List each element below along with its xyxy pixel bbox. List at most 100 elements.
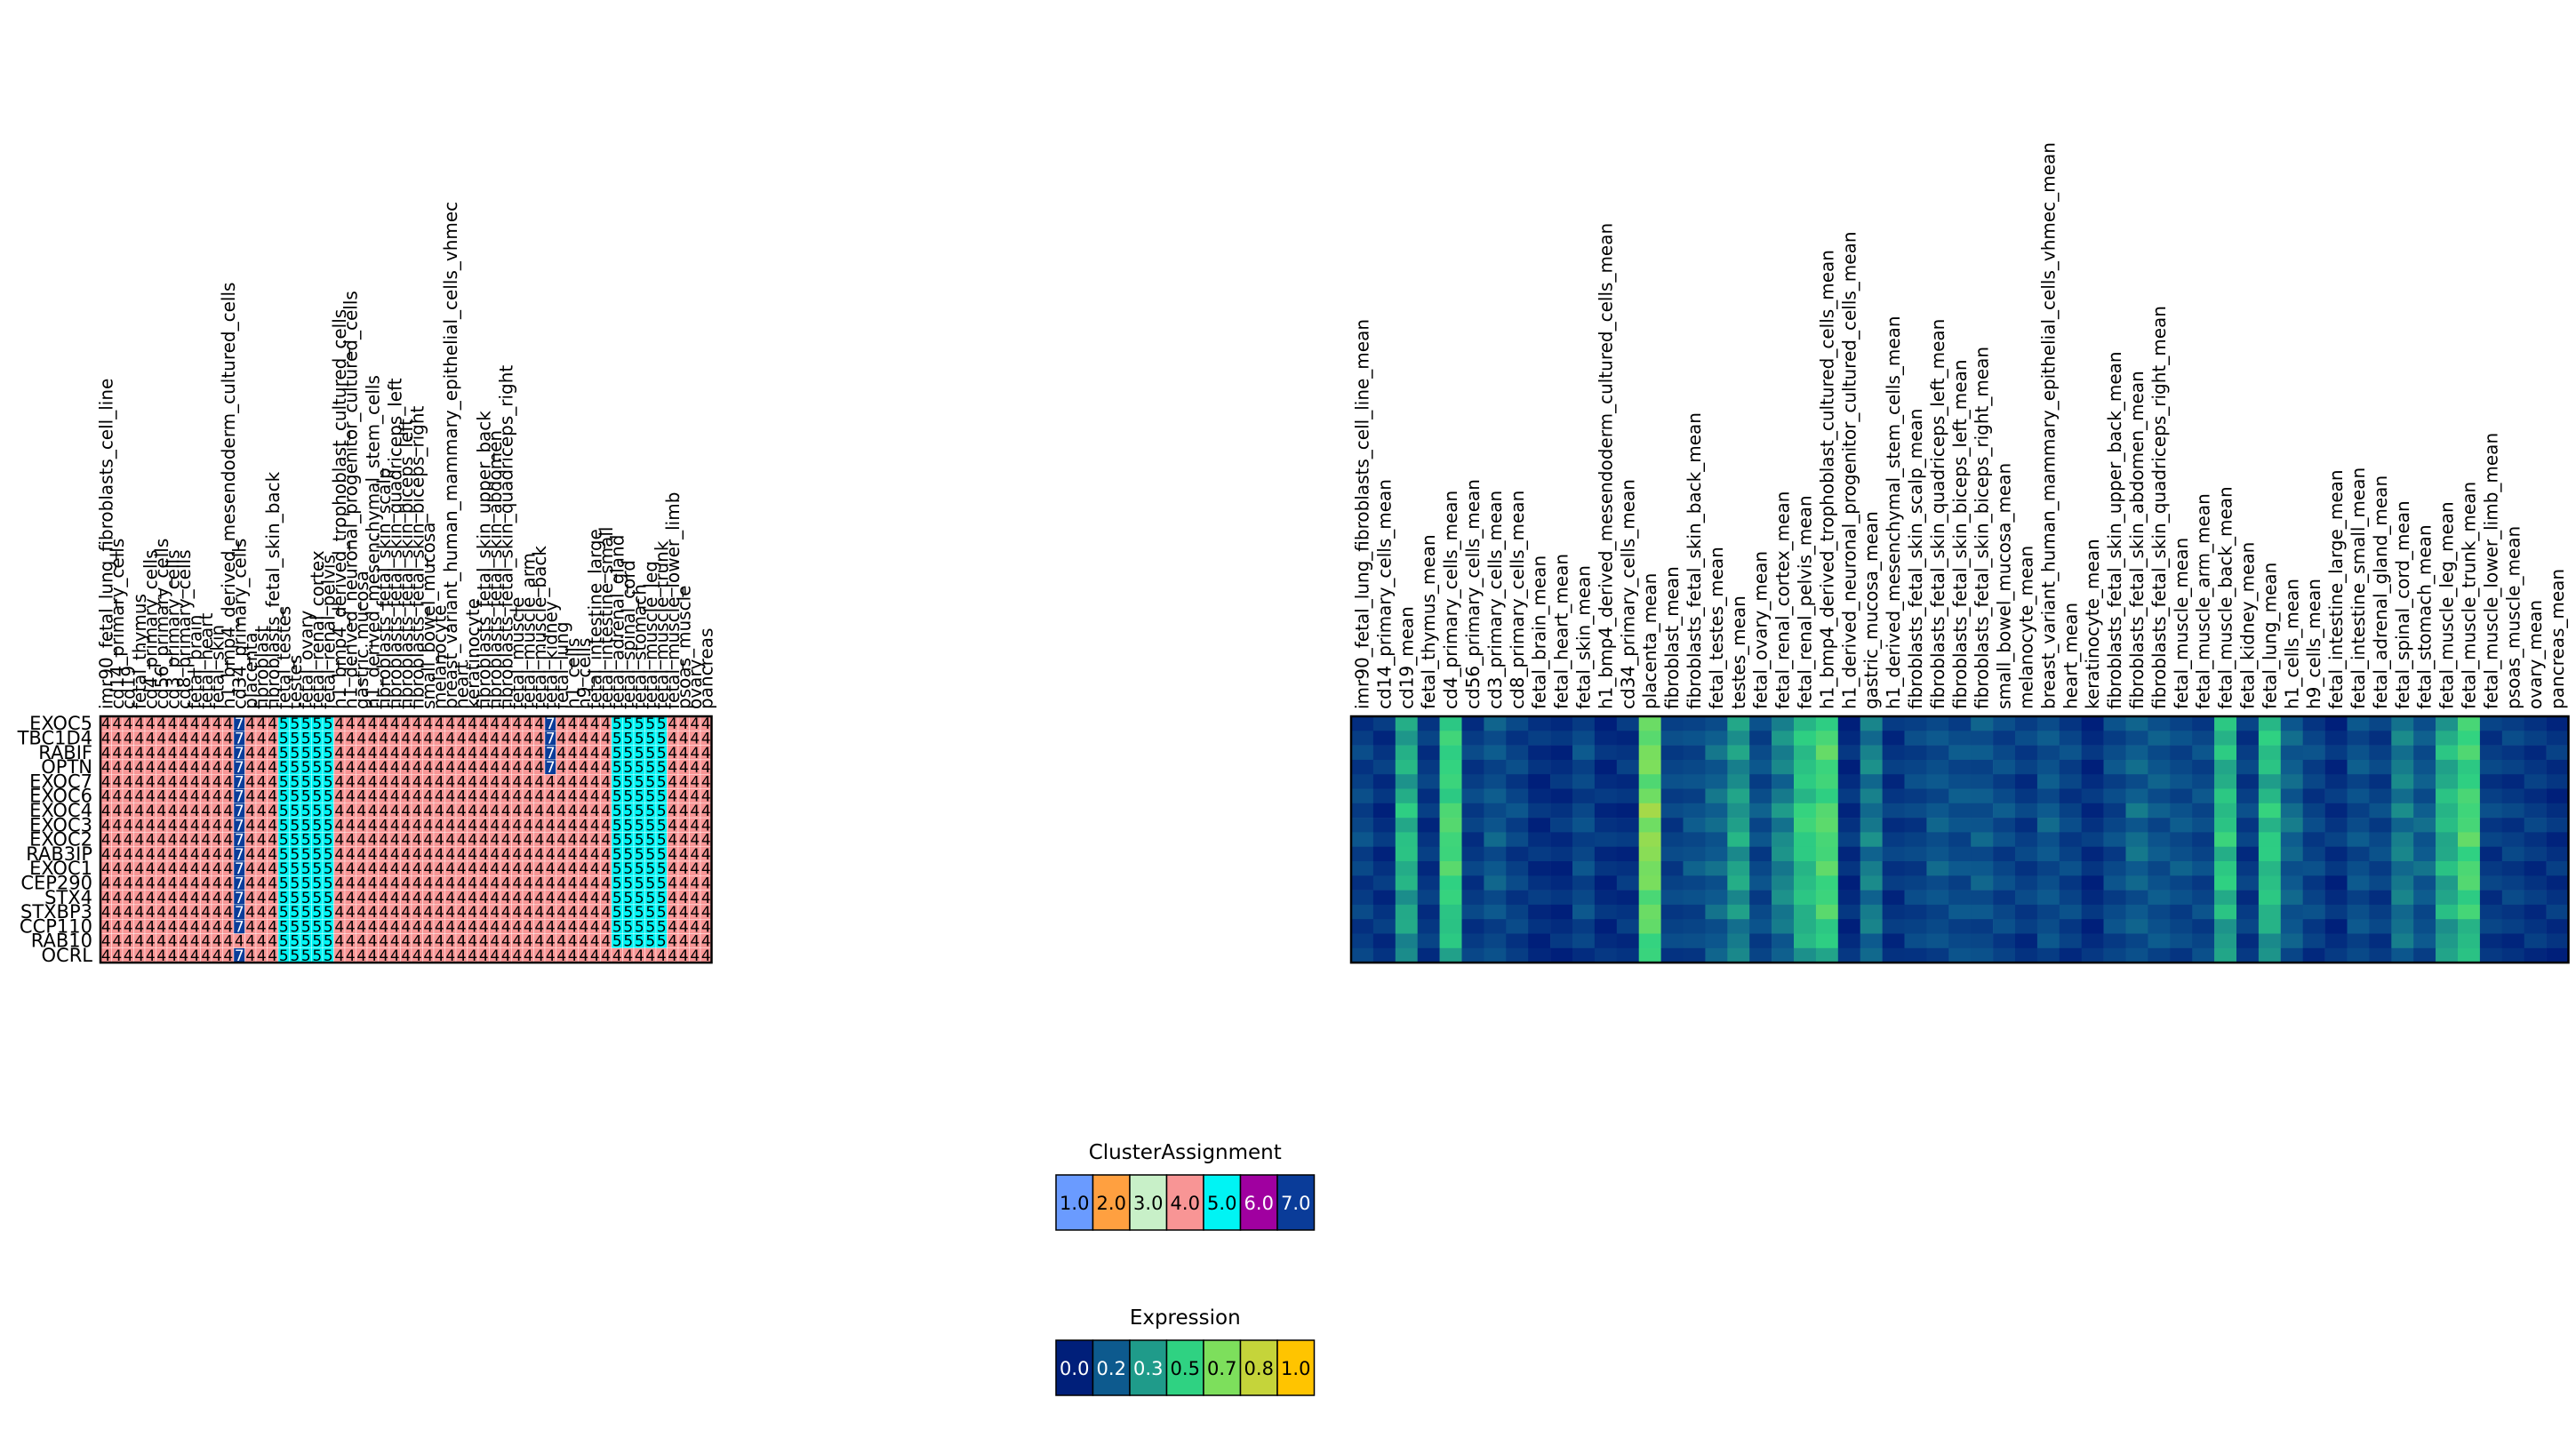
expression-cell <box>2258 774 2282 789</box>
expression-cell <box>2347 846 2370 862</box>
expression-cell <box>1882 774 1905 789</box>
expression-cell <box>1484 919 1507 934</box>
expression-cell <box>1794 731 1817 746</box>
expression-cell <box>2280 803 2303 819</box>
expression-cell <box>1904 803 1927 819</box>
expression-cell <box>1484 774 1507 789</box>
expression-cell <box>1948 890 1972 906</box>
expression-cell <box>2192 846 2215 862</box>
legend-value: 1.0 <box>1060 1193 1089 1214</box>
expression-cell <box>1616 933 1639 949</box>
expression-cell <box>1372 904 1396 920</box>
expression-cell <box>2170 875 2193 891</box>
cluster-cell-value: 7 <box>546 715 556 733</box>
expression-cell <box>1417 803 1440 819</box>
expression-cell <box>1506 716 1529 731</box>
column-label: cd19_mean <box>1396 606 1417 709</box>
expression-cell <box>1439 731 1462 746</box>
expression-cell <box>2369 788 2392 804</box>
expression-cell <box>2413 788 2436 804</box>
column-label: fetal_skin <box>206 625 228 709</box>
expression-cell <box>1772 861 1795 876</box>
expression-cell <box>1461 947 1484 963</box>
expression-cell <box>2192 774 2215 789</box>
cluster-cell-value: 4 <box>156 715 166 733</box>
expression-cell <box>1594 904 1618 920</box>
expression-cell <box>1528 875 1551 891</box>
cluster-cell-value: 4 <box>423 715 433 733</box>
expression-cell <box>1727 745 1750 761</box>
column-label: cd56_primary_cells_mean <box>1462 479 1484 709</box>
expression-cell <box>2125 774 2148 789</box>
expression-cell <box>2170 731 2193 746</box>
expression-cell <box>2081 774 2104 789</box>
expression-cell <box>1550 731 1573 746</box>
expression-cell <box>1572 832 1596 847</box>
expression-cell <box>1971 875 1994 891</box>
expression-cell <box>1439 818 1462 833</box>
expression-cell <box>1815 759 1839 775</box>
expression-cell <box>2369 919 2392 934</box>
column-label: pancreas <box>695 628 716 709</box>
column-label: fibroblasts_fetal_skin_back_mean <box>1684 412 1705 709</box>
expression-cell <box>1705 716 1728 731</box>
column-label: testes_mean <box>1728 595 1749 709</box>
expression-cell <box>2236 846 2260 862</box>
expression-cell <box>2214 933 2237 949</box>
expression-cell <box>1660 716 1684 731</box>
expression-cell <box>1705 818 1728 833</box>
expression-cell <box>2015 803 2038 819</box>
expression-cell <box>1550 933 1573 949</box>
expression-cell <box>2302 846 2325 862</box>
expression-cell <box>2501 875 2524 891</box>
column-label: imr90_fetal_lung_fibroblasts_cell_line <box>95 379 116 709</box>
column-label: h1_bmp4_derived_trophoblast_cultured_cel… <box>329 309 350 709</box>
expression-cell <box>2103 875 2126 891</box>
expression-cell <box>1772 716 1795 731</box>
expression-cell <box>1727 832 1750 847</box>
expression-cell <box>1904 919 1927 934</box>
expression-cell <box>2369 861 2392 876</box>
expression-cell <box>1683 759 1706 775</box>
row-label: RAB10 <box>31 931 92 952</box>
expression-cell <box>1417 875 1440 891</box>
expression-cell <box>2501 846 2524 862</box>
expression-cell <box>2036 875 2060 891</box>
expression-cell <box>2103 716 2126 731</box>
expression-cell <box>2302 759 2325 775</box>
expression-cell <box>2369 745 2392 761</box>
expression-cell <box>2170 861 2193 876</box>
expression-cell <box>1705 890 1728 906</box>
expression-cell <box>1372 818 1396 833</box>
column-label: h1_derived_mesenchymal_stem_cells_mean <box>1883 316 1904 709</box>
expression-cell <box>2148 947 2171 963</box>
column-label: fetal_renal_cortex_mean <box>1772 491 1794 709</box>
expression-cell <box>1594 745 1618 761</box>
expression-cell <box>2192 947 2215 963</box>
expression-cell <box>1372 788 1396 804</box>
expression-cell <box>2524 919 2547 934</box>
expression-cell <box>1351 803 1374 819</box>
expression-cell <box>1461 904 1484 920</box>
expression-cell <box>2413 904 2436 920</box>
expression-cell <box>1683 774 1706 789</box>
legend-value: 3.0 <box>1133 1193 1163 1214</box>
expression-cell <box>2391 774 2414 789</box>
expression-cell <box>2458 774 2481 789</box>
expression-cell <box>2015 846 2038 862</box>
expression-cell <box>1926 890 1949 906</box>
expression-cell <box>2059 832 2082 847</box>
expression-cell <box>2125 818 2148 833</box>
expression-cell <box>1860 890 1883 906</box>
expression-cell <box>1904 904 1927 920</box>
cluster-cell-value: 4 <box>134 715 144 733</box>
expression-cell <box>1351 890 1374 906</box>
expression-cell <box>2170 759 2193 775</box>
expression-cell <box>1550 904 1573 920</box>
expression-cell <box>2192 716 2215 731</box>
expression-cell <box>1904 933 1927 949</box>
expression-cell <box>1439 875 1462 891</box>
expression-cell <box>2036 947 2060 963</box>
expression-cell <box>2369 890 2392 906</box>
expression-cell <box>1594 731 1618 746</box>
